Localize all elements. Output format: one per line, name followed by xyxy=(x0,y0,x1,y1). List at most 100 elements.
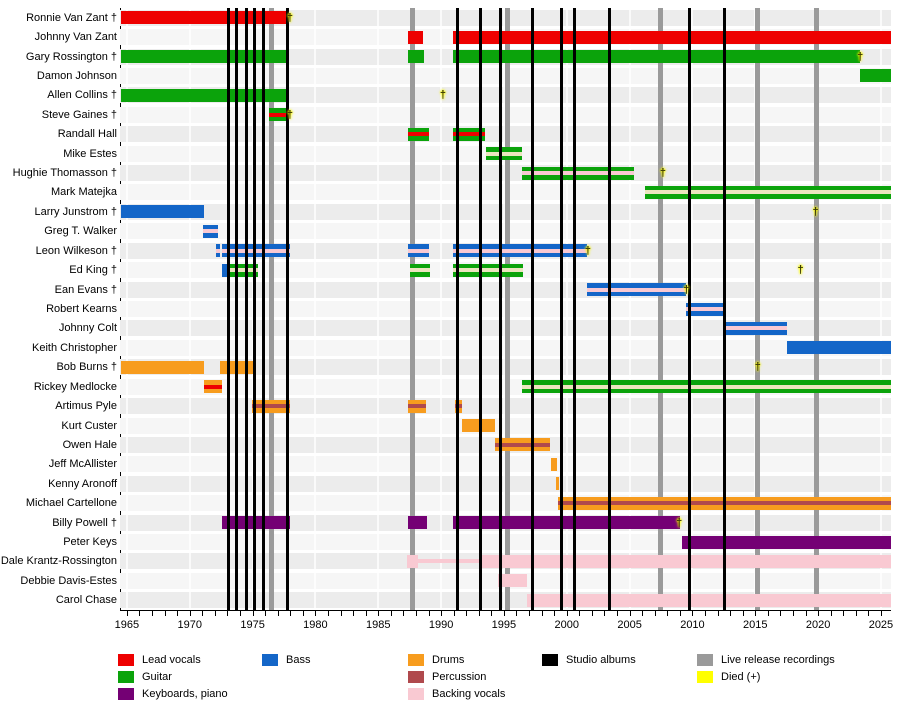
axis-tick xyxy=(566,611,568,616)
member-label: Rickey Medlocke xyxy=(33,380,117,393)
member-label: Leon Wilkeson † xyxy=(35,244,117,257)
tenure-bar xyxy=(204,380,223,394)
studio-album-line xyxy=(607,8,611,610)
member-label: Owen Hale xyxy=(62,438,117,451)
member-label: Michael Cartellone xyxy=(25,497,117,510)
axis-tick xyxy=(202,611,204,616)
member-label: Mike Estes xyxy=(63,147,117,160)
tenure-bar xyxy=(418,559,482,564)
member-label: Billy Powell † xyxy=(52,516,117,529)
legend-label: Keyboards, piano xyxy=(142,688,228,700)
legend-swatch-bass xyxy=(262,654,278,666)
role-stripe xyxy=(408,248,429,253)
member-label: Artimus Pyle xyxy=(55,400,117,413)
axis-tick xyxy=(792,611,794,616)
gridline-5yr xyxy=(502,8,505,610)
legend-swatch-drums xyxy=(408,654,424,666)
gridline-5yr xyxy=(125,8,128,610)
died-marker: † xyxy=(584,244,591,257)
axis-tick xyxy=(654,611,656,616)
member-label: Ean Evans † xyxy=(54,283,117,296)
axis-tick-label: 1965 xyxy=(114,619,140,631)
member-label: Larry Junstrom † xyxy=(34,205,117,218)
legend-swatch-guitar xyxy=(118,671,134,683)
legend-label: Lead vocals xyxy=(142,654,201,666)
gridline-5yr xyxy=(565,8,568,610)
member-label: Ed King † xyxy=(69,264,117,277)
axis-tick-label: 2005 xyxy=(617,619,642,631)
axis-tick xyxy=(780,611,782,616)
axis-tick xyxy=(390,611,392,616)
died-marker: † xyxy=(797,264,804,277)
axis-tick xyxy=(290,611,292,616)
member-label: Keith Christopher xyxy=(32,341,117,354)
died-marker: † xyxy=(676,516,683,529)
live-release-line xyxy=(409,8,415,610)
role-stripe xyxy=(408,404,426,409)
axis-tick xyxy=(642,611,644,616)
studio-album-line xyxy=(531,8,535,610)
tenure-bar xyxy=(481,554,891,568)
axis-tick xyxy=(730,611,732,616)
died-marker: † xyxy=(683,283,690,296)
axis-tick xyxy=(353,611,355,616)
studio-album-line xyxy=(244,8,248,610)
tenure-bar xyxy=(453,516,680,530)
axis-tick xyxy=(503,611,505,616)
tenure-bar xyxy=(521,380,891,394)
member-label: Robert Kearns xyxy=(46,303,117,315)
member-label: Debbie Davis-Estes xyxy=(20,574,117,587)
tenure-bar xyxy=(521,166,634,180)
studio-album-line xyxy=(688,8,692,610)
axis-tick-label: 1985 xyxy=(366,619,391,631)
axis-tick xyxy=(441,611,443,616)
studio-album-line xyxy=(572,8,576,610)
tenure-bar xyxy=(527,593,891,607)
legend-item: Percussion xyxy=(408,670,608,684)
role-stripe xyxy=(453,132,486,137)
axis-tick xyxy=(755,611,757,616)
axis-tick xyxy=(767,611,769,616)
axis-tick xyxy=(868,611,870,616)
axis-tick xyxy=(340,611,342,616)
axis-tick-label: 2000 xyxy=(554,619,579,631)
axis-tick xyxy=(554,611,556,616)
role-stripe xyxy=(521,384,891,389)
legend-swatch-died xyxy=(697,671,713,683)
tenure-bar xyxy=(408,30,424,44)
role-stripe xyxy=(521,171,634,176)
tenure-bar xyxy=(495,438,550,452)
studio-album-line xyxy=(498,8,502,610)
legend-swatch-keyboards xyxy=(118,688,134,700)
tenure-bar xyxy=(453,30,891,44)
axis-tick-label: 1980 xyxy=(303,619,328,631)
legend-item: Backing vocals xyxy=(408,687,608,701)
axis-tick xyxy=(830,611,832,616)
axis-tick xyxy=(541,611,543,616)
died-marker: † xyxy=(857,50,864,63)
axis-tick-label: 1970 xyxy=(177,619,202,631)
tenure-bar xyxy=(408,50,425,64)
tenure-bar xyxy=(408,244,429,258)
studio-album-line xyxy=(722,8,726,610)
tenure-bar xyxy=(723,321,788,335)
role-stripe xyxy=(586,287,686,292)
axis-tick xyxy=(717,611,719,616)
axis-tick xyxy=(679,611,681,616)
member-label: Johnny Colt xyxy=(58,322,117,335)
member-label: Bob Burns † xyxy=(56,361,117,374)
axis-tick xyxy=(403,611,405,616)
legend-label: Died (+) xyxy=(721,671,761,683)
axis-tick xyxy=(240,611,242,616)
legend-item: Guitar xyxy=(118,670,318,684)
role-stripe xyxy=(204,384,223,389)
live-release-line xyxy=(813,8,819,610)
role-stripe xyxy=(686,307,724,311)
gridline-5yr xyxy=(440,8,443,610)
plot-area: † † † † † † † † † † † xyxy=(120,8,891,610)
tenure-bar xyxy=(787,341,891,355)
tenure-bar xyxy=(453,50,860,64)
tenure-bar xyxy=(453,263,524,277)
axis-tick xyxy=(466,611,468,616)
tenure-bar xyxy=(120,205,205,219)
